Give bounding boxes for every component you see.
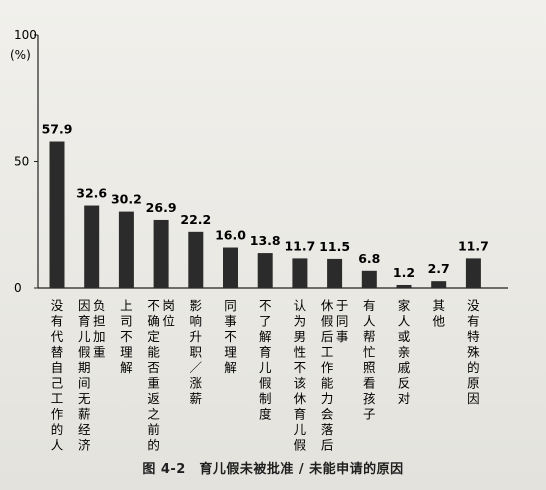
bar-value-label: 57.9 xyxy=(42,122,73,137)
bar xyxy=(84,205,100,288)
category-label: 岗位 xyxy=(162,298,175,329)
bar xyxy=(327,258,343,288)
bar-value-label: 13.8 xyxy=(250,233,281,248)
category-label: 家人或亲戚反对 xyxy=(398,298,411,406)
bar-value-label: 2.7 xyxy=(428,261,450,276)
category-label: 上司不理解 xyxy=(120,298,133,375)
bar xyxy=(361,270,377,288)
category-label: 因育儿假期间无薪经济 xyxy=(78,298,91,453)
category-label: 休假后工作能力会落后 xyxy=(321,298,334,453)
category-label: 没有特殊的原因 xyxy=(467,298,480,406)
bar-value-label: 11.7 xyxy=(284,238,315,253)
bar-value-label: 6.8 xyxy=(358,251,380,266)
bar-chart: 100 50 0 (%) 57.9 没有代替自己工作的人 32.6 负担加重因育儿假期间无薪经… xyxy=(10,28,508,453)
bar xyxy=(292,258,308,288)
bar xyxy=(431,281,447,288)
y-tick-label: 100 xyxy=(14,28,37,42)
bar xyxy=(49,141,65,288)
category-label: 有人帮忙照看孩子 xyxy=(363,298,376,422)
bar-value-label: 16.0 xyxy=(215,228,246,243)
bar xyxy=(188,231,204,288)
bar-value-label: 11.7 xyxy=(458,238,489,253)
y-axis-label: (%) xyxy=(10,48,31,62)
bar-value-label: 30.2 xyxy=(111,192,142,207)
bar-value-label: 26.9 xyxy=(146,200,177,215)
y-tick-label: 50 xyxy=(14,155,29,169)
bar xyxy=(153,219,169,288)
bar xyxy=(257,253,273,288)
bar-value-label: 22.2 xyxy=(180,212,211,227)
category-label: 同事不理解 xyxy=(224,298,237,375)
category-label: 其他 xyxy=(432,298,445,329)
bar-value-label: 11.5 xyxy=(319,239,350,254)
bar-value-label: 1.2 xyxy=(393,265,415,280)
category-label: 负担加重 xyxy=(93,298,106,360)
category-label: 认为男性不该休育儿假 xyxy=(294,298,307,453)
category-label: 没有代替自己工作的人 xyxy=(51,298,64,453)
category-label: 不了解育儿假制度 xyxy=(259,298,272,422)
category-label: 影响升职／涨薪 xyxy=(190,298,203,406)
figure-caption: 图 4-2 育儿假未被批准 / 未能申请的原因 xyxy=(142,462,404,477)
bar xyxy=(465,258,481,288)
bar-value-label: 32.6 xyxy=(76,186,107,201)
category-label: 于同事 xyxy=(336,298,349,344)
y-tick-label: 0 xyxy=(14,281,22,295)
bar xyxy=(118,211,134,288)
bar xyxy=(396,284,412,288)
category-label: 不确定能否重返之前的 xyxy=(147,298,160,453)
bar xyxy=(223,247,238,288)
